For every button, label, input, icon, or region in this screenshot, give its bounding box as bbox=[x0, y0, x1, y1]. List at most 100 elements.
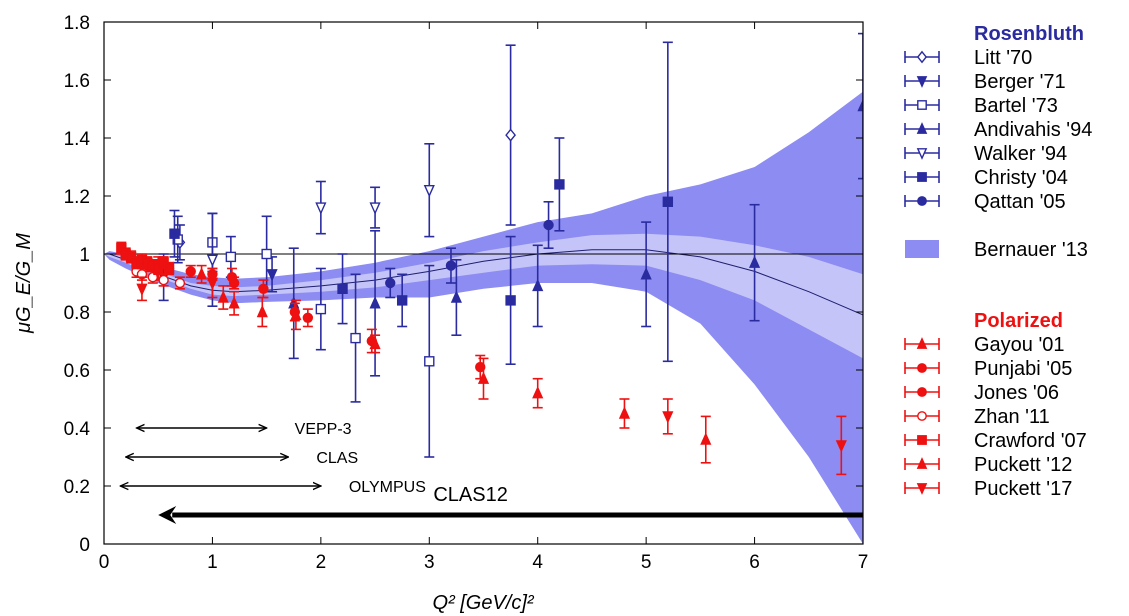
data-marker bbox=[445, 260, 457, 271]
legend-marker bbox=[916, 50, 928, 64]
plot-frame bbox=[103, 21, 864, 545]
y-tick-label: 1.8 bbox=[64, 13, 90, 34]
data-marker bbox=[228, 277, 240, 289]
data-marker bbox=[396, 295, 408, 306]
data-marker bbox=[302, 312, 314, 323]
data-marker bbox=[369, 202, 381, 215]
data-marker bbox=[217, 290, 229, 303]
data-point bbox=[424, 264, 435, 458]
data-marker bbox=[258, 283, 269, 294]
legend-label: Litt '70 bbox=[974, 47, 1032, 69]
data-marker bbox=[450, 290, 462, 303]
legend-item-crawford-07: Crawford '07 bbox=[904, 430, 1087, 452]
legend-item-bartel-73: Bartel '73 bbox=[904, 95, 1058, 117]
legend-label: Bernauer '13 bbox=[974, 239, 1088, 261]
data-point bbox=[337, 253, 348, 325]
data-point bbox=[196, 264, 208, 284]
band-outer bbox=[104, 91, 863, 544]
data-point bbox=[554, 137, 565, 232]
data-marker bbox=[835, 440, 847, 453]
bernauer-band-layer bbox=[104, 91, 863, 544]
data-marker bbox=[857, 98, 863, 112]
data-point bbox=[315, 180, 327, 235]
legend-marker bbox=[916, 483, 928, 495]
x-tick-label: 5 bbox=[641, 552, 652, 573]
data-point bbox=[225, 235, 237, 279]
data-point bbox=[120, 247, 131, 261]
data-marker bbox=[185, 266, 196, 277]
data-point bbox=[505, 235, 516, 366]
data-point bbox=[475, 354, 486, 380]
series-puckett-12 bbox=[228, 290, 712, 464]
series-layer bbox=[116, 32, 863, 476]
data-marker bbox=[315, 303, 327, 315]
data-point bbox=[350, 273, 361, 403]
legend-label: Puckett '12 bbox=[974, 454, 1072, 476]
x-tick-label: 6 bbox=[749, 552, 760, 573]
series-bartel-73 bbox=[172, 212, 435, 458]
legend-item-gayou-01: Gayou '01 bbox=[904, 334, 1065, 356]
data-point bbox=[169, 209, 180, 258]
data-marker bbox=[475, 361, 486, 373]
data-marker bbox=[206, 254, 219, 268]
annotation-vepp-3: VEPP-3 bbox=[137, 421, 352, 438]
x-axis-label: Q² [GeV/c]² bbox=[432, 592, 534, 614]
data-marker bbox=[369, 296, 381, 309]
band-inner bbox=[104, 233, 863, 359]
y-tick-label: 0.8 bbox=[64, 303, 90, 324]
data-point bbox=[369, 334, 381, 354]
data-marker bbox=[423, 185, 435, 198]
annotation-olympus: OLYMPUS bbox=[120, 479, 426, 496]
legend-marker bbox=[916, 122, 928, 134]
y-tick-label: 0 bbox=[79, 535, 90, 556]
legend-label: Qattan '05 bbox=[974, 191, 1066, 213]
legend-item-jones-06: Jones '06 bbox=[904, 382, 1059, 404]
data-marker bbox=[163, 263, 175, 274]
data-point bbox=[543, 201, 554, 249]
data-point bbox=[228, 276, 240, 290]
data-marker bbox=[640, 267, 652, 280]
y-tick-label: 1.6 bbox=[64, 71, 90, 92]
data-point bbox=[857, 32, 863, 180]
axes-layer: 0 1 2 3 4 5 6 7 0 0.2 0.4 0.6 0.8 1 1.2 1.4 1.6 1.8 bbox=[64, 13, 869, 573]
x-tick-label: 4 bbox=[532, 552, 543, 573]
series-walker-94 bbox=[206, 143, 435, 308]
data-marker bbox=[350, 332, 361, 344]
data-point bbox=[125, 250, 137, 264]
annotation-clas12: CLAS12 bbox=[158, 484, 863, 524]
legend-item-punjabi-05: Punjabi '05 bbox=[904, 358, 1072, 380]
y-tick-label: 1.4 bbox=[64, 129, 91, 150]
data-marker bbox=[315, 202, 327, 215]
series-christy-04 bbox=[169, 41, 674, 366]
legend-marker bbox=[917, 411, 927, 421]
data-point bbox=[185, 264, 196, 279]
legend-item-band: Bernauer '13 bbox=[905, 239, 1088, 261]
y-tick-label: 0.6 bbox=[64, 361, 90, 382]
legend-group-title: Rosenbluth bbox=[974, 23, 1084, 45]
data-point bbox=[505, 44, 517, 226]
data-marker bbox=[136, 283, 148, 297]
data-point bbox=[450, 258, 462, 337]
data-point bbox=[748, 203, 761, 322]
data-marker bbox=[369, 336, 381, 350]
x-tick-label: 0 bbox=[99, 552, 110, 573]
data-marker bbox=[206, 277, 219, 291]
x-tick-label: 7 bbox=[858, 552, 869, 573]
data-point bbox=[302, 308, 314, 328]
data-point bbox=[532, 244, 544, 328]
data-point bbox=[369, 186, 381, 229]
legend-label: Bartel '73 bbox=[974, 95, 1058, 117]
legend-group-title: Polarized bbox=[974, 310, 1063, 332]
x-tick-label: 3 bbox=[424, 552, 435, 573]
data-marker bbox=[700, 432, 712, 445]
data-point bbox=[369, 230, 381, 377]
data-marker bbox=[228, 296, 240, 309]
data-point bbox=[662, 398, 674, 435]
data-point bbox=[618, 398, 631, 429]
annotation-layer: VEPP-3 CLAS OLYMPUS CLAS12 bbox=[120, 421, 863, 524]
series-litt-70 bbox=[174, 44, 517, 261]
annotation-label: CLAS12 bbox=[433, 484, 508, 506]
annotation-label: CLAS bbox=[316, 450, 358, 467]
legend-label: Crawford '07 bbox=[974, 430, 1087, 452]
